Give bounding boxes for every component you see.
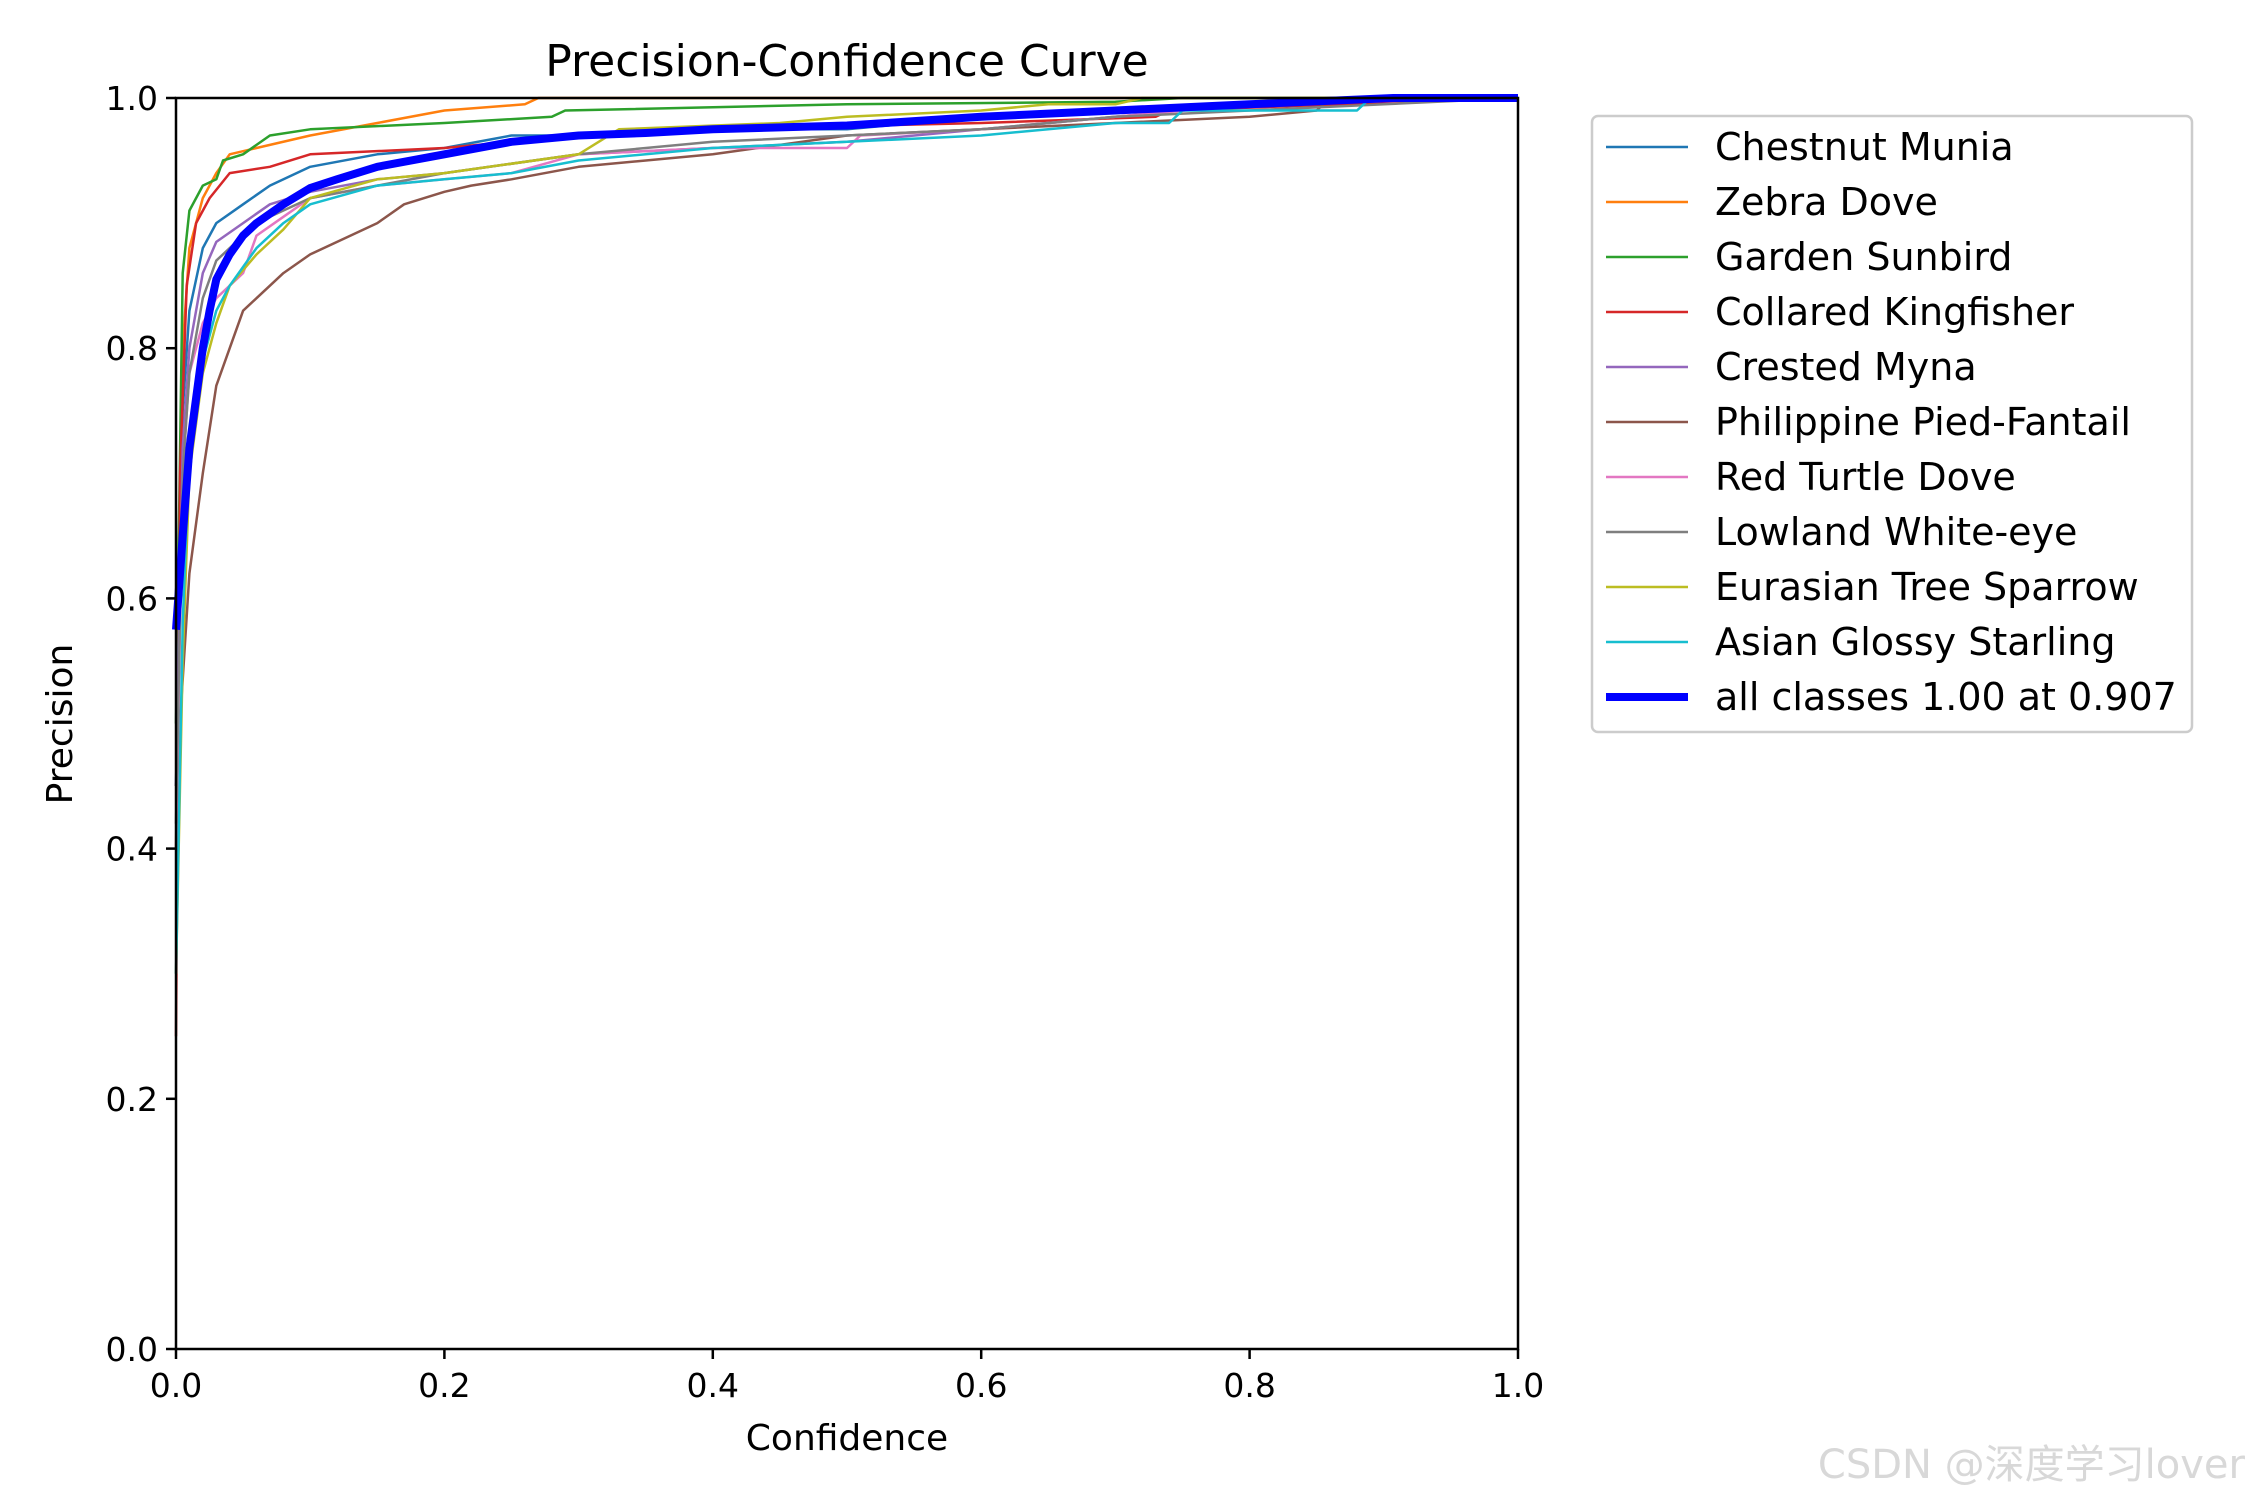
legend-label: Garden Sunbird: [1715, 235, 2012, 279]
legend-label: Eurasian Tree Sparrow: [1715, 565, 2139, 609]
y-tick-label: 0.0: [106, 1330, 158, 1369]
legend-label: Zebra Dove: [1715, 180, 1938, 224]
legend-label: Crested Myna: [1715, 345, 1977, 389]
series-line-10: [172, 94, 1518, 630]
x-tick-label: 0.2: [418, 1366, 470, 1405]
series-line-8: [174, 96, 1518, 974]
series-line-3: [174, 96, 1519, 1037]
x-tick-label: 0.8: [1223, 1366, 1275, 1405]
series-line-5: [174, 96, 1518, 787]
y-tick-label: 1.0: [106, 79, 158, 118]
legend-items: Chestnut Munia Zebra Dove Garden Sunbird Co…: [1606, 125, 2177, 719]
series-line-7: [174, 96, 1519, 824]
series-layer: [172, 94, 1519, 1037]
series-line-2: [174, 96, 1518, 724]
y-tick-label: 0.8: [106, 329, 158, 368]
legend: Chestnut Munia Zebra Dove Garden Sunbird Co…: [1590, 114, 2194, 734]
legend-label: Philippine Pied-Fantail: [1715, 400, 2131, 444]
legend-box: [1590, 114, 2194, 734]
chart-title: Precision-Confidence Curve: [545, 36, 1148, 87]
x-tick-label: 0.6: [955, 1366, 1007, 1405]
x-axis-ticks: 0.0 0.2 0.4 0.6 0.8 1.0: [150, 1349, 1544, 1405]
y-tick-label: 0.6: [106, 579, 158, 618]
y-tick-label: 0.4: [106, 830, 158, 869]
series-line-1: [174, 96, 1518, 849]
x-axis-label: Confidence: [746, 1418, 948, 1459]
series-line-9: [174, 96, 1518, 974]
legend-label: Red Turtle Dove: [1715, 455, 2016, 499]
series-line-6: [174, 96, 1519, 849]
plot-frame: [174, 96, 1520, 1351]
x-tick-label: 0.0: [150, 1366, 202, 1405]
legend-label: Asian Glossy Starling: [1715, 620, 2115, 664]
watermark: CSDN @深度学习lover: [1818, 1442, 2246, 1488]
x-tick-label: 1.0: [1492, 1366, 1544, 1405]
series-line-4: [174, 96, 1519, 787]
y-axis-ticks: 0.0 0.2 0.4 0.6 0.8 1.0: [106, 79, 176, 1369]
y-axis-label: Precision: [40, 644, 81, 805]
y-tick-label: 0.2: [106, 1080, 158, 1119]
legend-label: Lowland White-eye: [1715, 510, 2077, 554]
legend-label: Collared Kingfisher: [1715, 290, 2074, 334]
x-tick-label: 0.4: [687, 1366, 739, 1405]
legend-label: all classes 1.00 at 0.907: [1715, 675, 2177, 719]
legend-label: Chestnut Munia: [1715, 125, 2014, 169]
plot-area: 0.0 0.2 0.4 0.6 0.8 1.0 0.0 0.2 0.4 0.6 0.8 1.0: [106, 79, 1545, 1405]
series-line-0: [174, 96, 1518, 787]
